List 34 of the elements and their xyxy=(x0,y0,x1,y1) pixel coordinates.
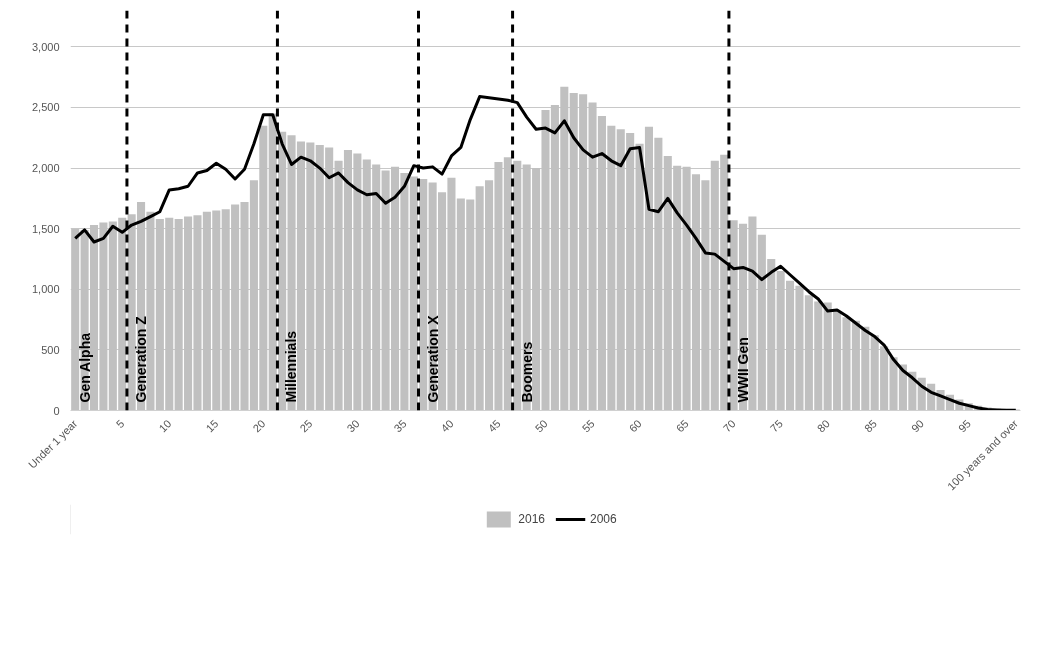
y-tick-label: 2,000 xyxy=(31,162,60,175)
x-tick-label: 30 xyxy=(344,417,362,435)
legend-label: 2016 xyxy=(518,512,545,526)
ref-line-label: Boomers xyxy=(518,341,535,403)
y-tick-label: 2,500 xyxy=(31,101,60,114)
x-tick-label: 75 xyxy=(767,417,785,435)
y-tick-label: 1,000 xyxy=(31,283,60,296)
x-tick-label: 85 xyxy=(861,417,879,435)
ref-line-label: WWII Gen xyxy=(734,337,751,403)
x-tick-label: 40 xyxy=(438,417,456,435)
x-tick-label: 90 xyxy=(908,417,926,435)
x-tick-label: 60 xyxy=(626,417,644,435)
x-tick-label: 55 xyxy=(579,417,597,435)
x-tick-label: 25 xyxy=(297,417,315,435)
x-tick-label: 45 xyxy=(485,417,503,435)
y-tick-label: 0 xyxy=(53,404,60,417)
ref-line-label: Generation Z xyxy=(132,315,149,403)
ref-line-label: Generation X xyxy=(424,314,441,403)
x-tick-label: 50 xyxy=(532,417,550,435)
x-tick-label: 35 xyxy=(391,417,409,435)
x-tick-label: 20 xyxy=(250,417,268,435)
x-tick-label: 15 xyxy=(203,417,221,435)
x-tick-label: 10 xyxy=(156,417,174,435)
annotation: Gen Alpha xyxy=(76,332,93,403)
y-tick-label: 1,500 xyxy=(31,222,60,235)
y-tick-label: 3,000 xyxy=(31,40,60,53)
legend-label: 2006 xyxy=(590,512,617,526)
x-tick-label: 70 xyxy=(720,417,738,435)
y-tick-label: 500 xyxy=(41,343,60,356)
x-tick-label: 80 xyxy=(814,417,832,435)
x-tick-label: 95 xyxy=(955,417,974,435)
ref-line-label: Millennials xyxy=(283,330,300,403)
x-tick-label: 65 xyxy=(673,417,691,435)
x-tick-label: 5 xyxy=(113,417,127,431)
